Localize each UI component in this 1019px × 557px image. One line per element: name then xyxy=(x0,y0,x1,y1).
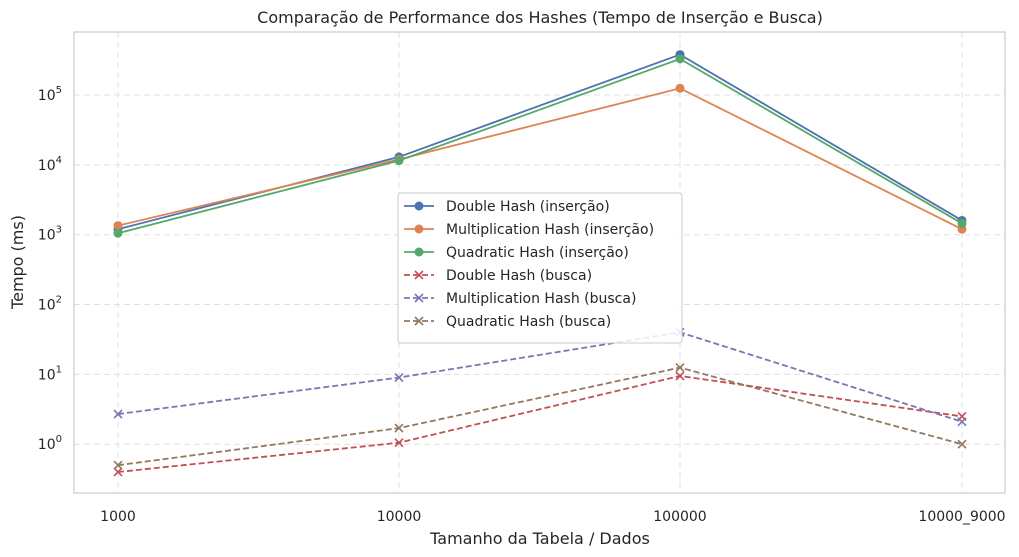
legend-marker xyxy=(414,201,424,211)
data-point xyxy=(394,423,404,433)
data-point xyxy=(957,439,967,449)
y-tick-label: 100 xyxy=(38,434,62,453)
legend-box xyxy=(397,192,683,344)
legend-label: Quadratic Hash (inserção) xyxy=(446,245,629,261)
legend-label: Quadratic Hash (busca) xyxy=(446,314,611,330)
data-point xyxy=(113,221,123,231)
legend-marker xyxy=(414,247,424,257)
y-tick-label: 103 xyxy=(38,225,62,244)
data-point xyxy=(957,218,967,228)
series-line xyxy=(117,366,963,467)
x-tick-label: 1000 xyxy=(100,509,136,525)
legend-label: Double Hash (inserção) xyxy=(446,199,610,215)
y-axis-ticks: 100 101 102 103 104 105 xyxy=(38,85,62,453)
data-point xyxy=(113,467,123,477)
legend: Double Hash (inserção) Multiplication Has… xyxy=(397,192,683,344)
x-tick-label: 10000 xyxy=(377,509,422,525)
y-tick-label: 102 xyxy=(38,295,62,314)
series-line xyxy=(117,331,963,423)
legend-label: Multiplication Hash (inserção) xyxy=(446,222,654,238)
legend-item: Multiplication Hash (busca) xyxy=(404,291,636,307)
y-tick-label: 105 xyxy=(38,85,62,104)
x-tick-label: 10000_9000 xyxy=(918,509,1005,525)
legend-item: Multiplication Hash (inserção) xyxy=(404,222,654,238)
x-axis-ticks: 1000 10000 100000 10000_9000 xyxy=(100,509,1005,525)
series-line xyxy=(117,87,963,230)
data-point xyxy=(113,228,123,238)
data-point xyxy=(675,363,685,373)
legend-item: Quadratic Hash (inserção) xyxy=(404,245,629,261)
legend-marker xyxy=(414,224,424,234)
legend-marker xyxy=(414,270,424,280)
chart-title: Comparação de Performance dos Hashes (Te… xyxy=(257,8,823,27)
plot-frame xyxy=(73,31,1006,494)
legend-item: Double Hash (busca) xyxy=(404,268,592,284)
y-tick-label: 104 xyxy=(38,155,62,174)
data-point xyxy=(394,156,404,166)
legend-label: Double Hash (busca) xyxy=(446,268,592,284)
data-point xyxy=(113,409,123,419)
x-axis-label: Tamanho da Tabela / Dados xyxy=(429,529,650,548)
series-6 xyxy=(113,363,967,470)
legend-marker xyxy=(414,293,424,303)
data-point xyxy=(675,54,685,64)
series-line xyxy=(117,57,963,235)
data-point xyxy=(675,371,685,381)
data-point xyxy=(957,417,967,427)
legend-marker xyxy=(414,316,424,326)
data-point xyxy=(675,83,685,93)
y-axis-label: Tempo (ms) xyxy=(8,215,27,310)
series-4 xyxy=(113,371,967,477)
legend-item: Quadratic Hash (busca) xyxy=(404,314,611,330)
legend-item: Double Hash (inserção) xyxy=(404,199,610,215)
series-line xyxy=(117,375,963,473)
series-layer xyxy=(113,50,967,477)
y-tick-label: 101 xyxy=(38,364,62,383)
data-point xyxy=(113,460,123,470)
data-point xyxy=(394,372,404,383)
legend-label: Multiplication Hash (busca) xyxy=(446,291,636,307)
series-3 xyxy=(113,54,967,238)
data-point xyxy=(394,438,404,448)
x-tick-label: 100000 xyxy=(653,509,706,525)
